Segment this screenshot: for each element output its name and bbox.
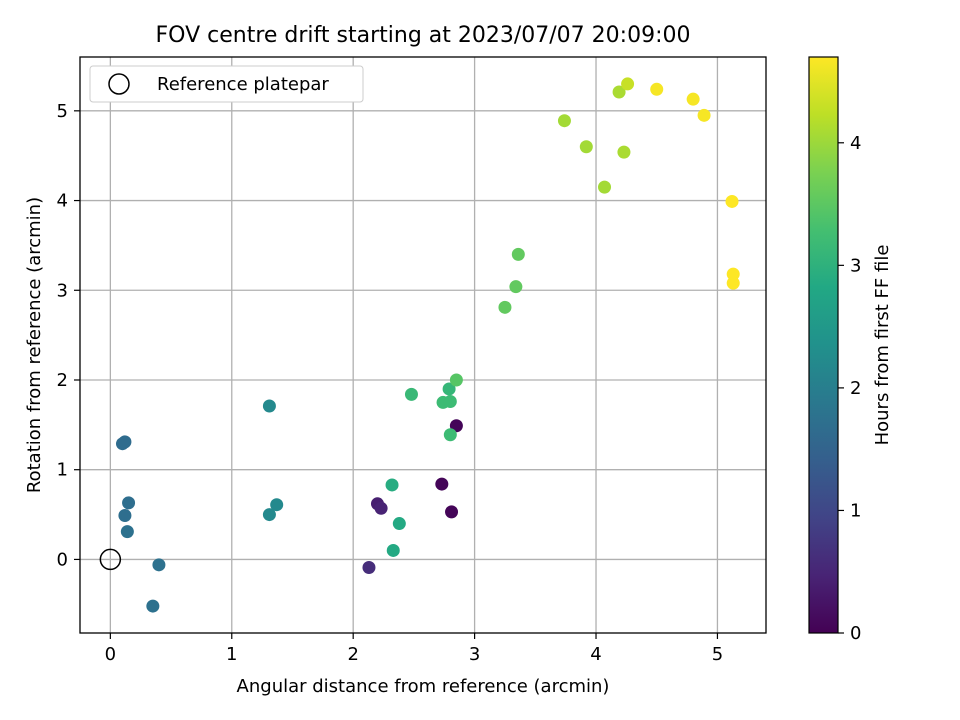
colorbar-tick-label: 2 [850, 378, 861, 399]
data-point [443, 428, 457, 442]
data-point [686, 92, 700, 106]
colorbar-tick-label: 3 [850, 255, 861, 276]
x-axis-label: Angular distance from reference (arcmin) [237, 676, 610, 697]
data-point [435, 477, 449, 491]
colorbar-ticks: 0 1 2 3 4 [838, 133, 861, 644]
data-point [270, 498, 284, 512]
data-point [262, 508, 276, 522]
data-point [509, 280, 523, 294]
data-point [449, 373, 463, 387]
data-point [442, 382, 456, 396]
data-point [362, 561, 376, 575]
chart-title: FOV centre drift starting at 2023/07/07 … [156, 23, 691, 48]
reference-platepar-marker [99, 548, 122, 571]
data-point [697, 108, 711, 122]
colorbar-label: Hours from first FF file [872, 245, 893, 446]
legend-label: Reference platepar [157, 74, 329, 95]
plot-frame [79, 56, 767, 634]
data-point [262, 399, 276, 413]
colorbar-tick-label: 1 [850, 500, 861, 521]
colorbar-tick-label: 4 [850, 133, 861, 154]
data-point [392, 517, 406, 531]
data-point [726, 267, 740, 281]
data-point [498, 300, 512, 314]
data-point [579, 140, 593, 154]
data-point [120, 525, 134, 539]
x-tick-label: 1 [226, 644, 237, 665]
reference-marker-group [99, 548, 122, 571]
colorbar-tick-label: 0 [850, 623, 861, 644]
data-point [726, 276, 740, 290]
y-tick-label: 2 [57, 370, 68, 391]
y-tick-label: 1 [57, 460, 68, 481]
x-tick-label: 0 [105, 644, 116, 665]
x-axis-ticks: 0 1 2 3 4 5 [105, 633, 723, 665]
x-tick-label: 4 [590, 644, 601, 665]
grid-lines [80, 57, 766, 633]
y-tick-label: 0 [57, 549, 68, 570]
data-point [445, 505, 459, 519]
y-tick-label: 4 [57, 191, 68, 212]
y-axis-label: Rotation from reference (arcmin) [24, 197, 45, 493]
x-tick-label: 3 [469, 644, 480, 665]
data-point [386, 543, 400, 557]
data-point [374, 501, 388, 515]
y-tick-label: 3 [57, 280, 68, 301]
data-point [557, 114, 571, 128]
data-point [650, 82, 664, 96]
data-point [443, 395, 457, 409]
data-point [617, 145, 631, 159]
data-point [725, 194, 739, 208]
data-point [118, 435, 132, 449]
data-point [612, 85, 626, 99]
data-point [404, 387, 418, 401]
y-axis-ticks: 0 1 2 3 4 5 [57, 101, 80, 570]
x-tick-label: 2 [347, 644, 358, 665]
data-point [621, 77, 635, 91]
data-point [511, 247, 525, 261]
colorbar [808, 56, 839, 634]
data-point [118, 508, 132, 522]
y-tick-label: 5 [57, 101, 68, 122]
data-point [146, 599, 160, 613]
x-tick-label: 5 [712, 644, 723, 665]
data-point [598, 180, 612, 194]
data-point [385, 478, 399, 492]
data-points [115, 77, 740, 613]
legend-marker-icon [108, 73, 130, 95]
legend-box [89, 65, 364, 103]
data-point [152, 558, 166, 572]
legend: Reference platepar [89, 65, 364, 103]
data-point [122, 496, 136, 510]
